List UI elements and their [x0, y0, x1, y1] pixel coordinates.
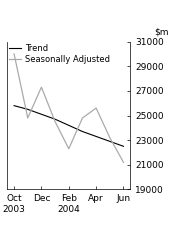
- Seasonally Adjusted: [109, 136, 111, 139]
- Seasonally Adjusted: [122, 161, 125, 164]
- Seasonally Adjusted: [54, 120, 56, 123]
- Trend: [81, 130, 84, 133]
- Seasonally Adjusted: [40, 86, 43, 88]
- Trend: [95, 135, 97, 138]
- Legend: Trend, Seasonally Adjusted: Trend, Seasonally Adjusted: [9, 44, 110, 64]
- Seasonally Adjusted: [95, 107, 97, 109]
- Trend: [13, 104, 15, 107]
- Trend: [68, 124, 70, 127]
- Seasonally Adjusted: [81, 117, 84, 119]
- Seasonally Adjusted: [13, 52, 15, 55]
- Line: Seasonally Adjusted: Seasonally Adjusted: [14, 54, 123, 162]
- Seasonally Adjusted: [68, 147, 70, 150]
- Trend: [40, 113, 43, 116]
- Trend: [27, 108, 29, 111]
- Trend: [54, 118, 56, 121]
- Trend: [109, 140, 111, 143]
- Seasonally Adjusted: [27, 117, 29, 119]
- Trend: [122, 145, 125, 148]
- Line: Trend: Trend: [14, 106, 123, 146]
- Text: $m: $m: [155, 27, 169, 36]
